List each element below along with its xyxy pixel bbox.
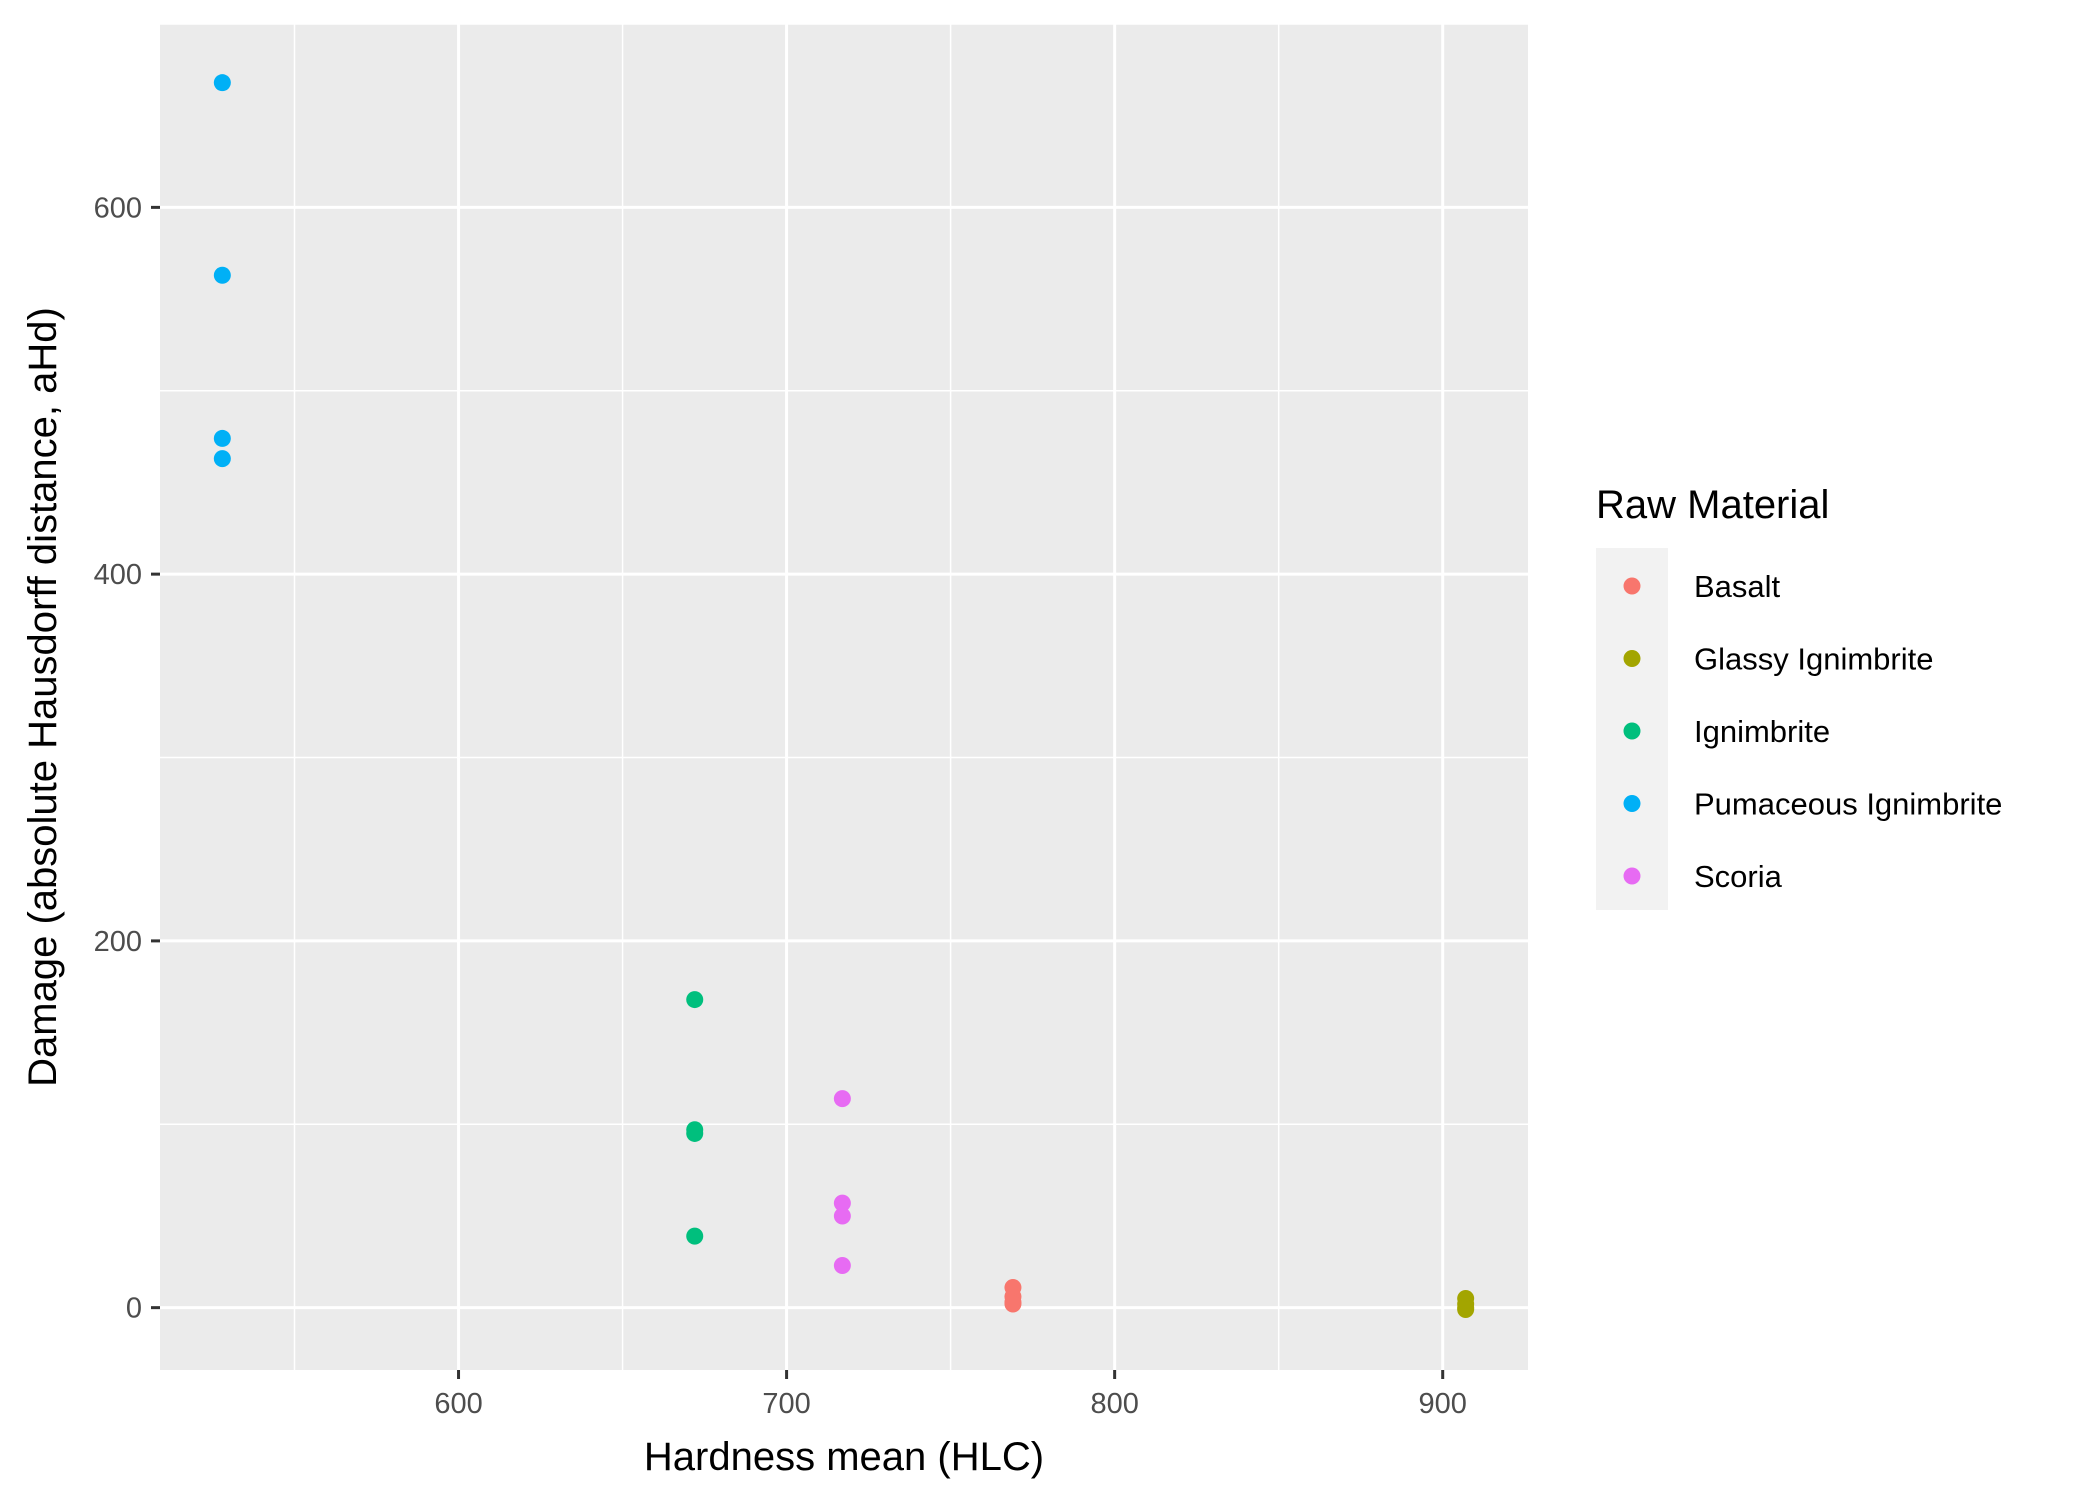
- x-tick-label: 600: [434, 1388, 482, 1420]
- data-point-glassy-ignimbrite: [1457, 1300, 1475, 1318]
- x-axis-title: Hardness mean (HLC): [644, 1435, 1044, 1479]
- y-tick-label: 200: [94, 926, 142, 958]
- y-tick-label: 600: [94, 192, 142, 224]
- legend-title: Raw Material: [1596, 483, 1829, 527]
- minor-gridlines: [160, 23, 1528, 1370]
- data-point-pumaceous-ignimbrite: [213, 266, 231, 284]
- x-tick-label: 800: [1090, 1388, 1138, 1420]
- y-tick-label: 0: [126, 1293, 142, 1325]
- data-points: [213, 74, 1475, 1318]
- legend-label-ignimbrite: Ignimbrite: [1694, 714, 1830, 749]
- legend-key-ignimbrite: [1623, 722, 1641, 740]
- y-tick-label: 400: [94, 559, 142, 591]
- data-point-ignimbrite: [686, 991, 704, 1009]
- data-point-pumaceous-ignimbrite: [213, 74, 231, 92]
- y-axis-title: Damage (absolute Hausdorff distance, aHd…: [21, 307, 65, 1087]
- legend-key-glassy-ignimbrite: [1623, 650, 1641, 667]
- data-point-basalt: [1004, 1295, 1022, 1313]
- legend-key-basalt: [1623, 577, 1641, 595]
- data-point-ignimbrite: [686, 1124, 704, 1142]
- y-axis: 0 200 400 600: [94, 192, 160, 1325]
- legend-label-glassy-ignimbrite: Glassy Ignimbrite: [1694, 642, 1933, 677]
- data-point-pumaceous-ignimbrite: [213, 429, 231, 447]
- data-point-ignimbrite: [686, 1227, 704, 1245]
- legend-label-pumaceous-ignimbrite: Pumaceous Ignimbrite: [1694, 787, 2002, 822]
- plot-panel: [160, 24, 1528, 1370]
- x-tick-label: 900: [1419, 1388, 1467, 1420]
- major-gridlines: [160, 24, 1528, 1370]
- data-point-scoria: [833, 1207, 851, 1225]
- x-tick-label: 700: [762, 1388, 810, 1420]
- legend: Raw Material Basalt Glassy Ignimbrite Igni…: [1596, 483, 2002, 910]
- data-point-scoria: [833, 1256, 851, 1274]
- legend-label-basalt: Basalt: [1694, 569, 1781, 604]
- x-axis: 600 700 800 900: [434, 1370, 1467, 1420]
- legend-label-scoria: Scoria: [1694, 859, 1783, 894]
- data-point-scoria: [833, 1090, 851, 1108]
- legend-key-pumaceous-ignimbrite: [1623, 795, 1641, 812]
- data-point-scoria: [833, 1194, 851, 1212]
- data-point-pumaceous-ignimbrite: [213, 450, 231, 468]
- legend-key-scoria: [1623, 867, 1641, 885]
